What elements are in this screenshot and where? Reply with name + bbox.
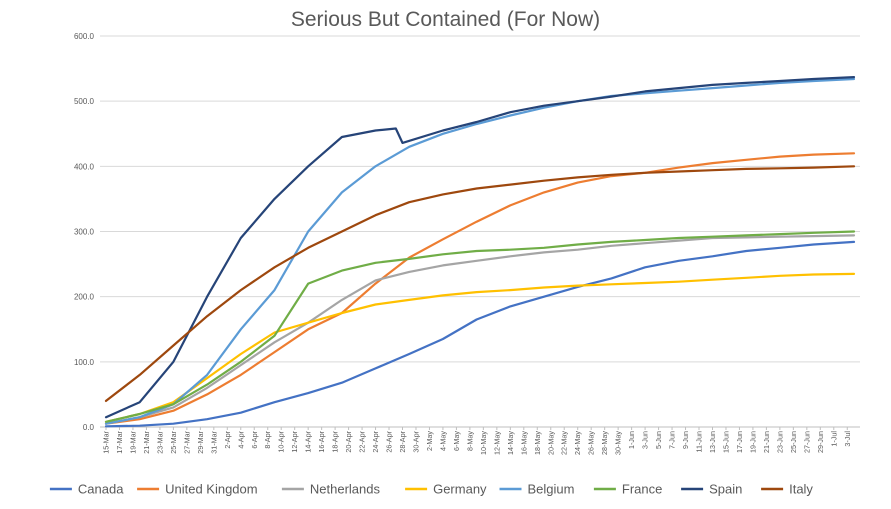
x-tick-label: 29-Mar bbox=[196, 430, 205, 453]
y-tick-label: 100.0 bbox=[74, 358, 95, 367]
x-tick-label: 13-Jun bbox=[708, 431, 717, 453]
x-tick-label: 7-Jun bbox=[668, 431, 677, 449]
legend-label-netherlands: Netherlands bbox=[310, 482, 381, 497]
x-tick-label: 27-Jun bbox=[802, 431, 811, 453]
series-line-canada bbox=[104, 240, 856, 428]
series-line-spain bbox=[104, 75, 856, 419]
x-tick-label: 11-Jun bbox=[695, 431, 704, 452]
x-tick-label: 26-May bbox=[587, 431, 596, 455]
chart-title: Serious But Contained (For Now) bbox=[290, 8, 601, 31]
y-tick-label: 600.0 bbox=[74, 32, 95, 41]
x-tick-label: 9-Jun bbox=[681, 431, 690, 449]
x-tick-label: 2-Apr bbox=[223, 430, 232, 448]
legend-label-canada: Canada bbox=[78, 482, 124, 497]
legend-label-france: France bbox=[622, 482, 662, 497]
x-tick-label: 27-Mar bbox=[182, 430, 191, 453]
x-tick-label: 10-May bbox=[479, 431, 488, 455]
x-tick-label: 14-Apr bbox=[304, 430, 313, 452]
x-tick-label: 28-May bbox=[600, 431, 609, 455]
series-line-netherlands bbox=[104, 234, 856, 425]
x-tick-label: 18-Apr bbox=[331, 430, 340, 452]
x-tick-label: 22-May bbox=[560, 431, 569, 455]
x-tick-label: 8-Apr bbox=[263, 430, 272, 448]
x-tick-label: 4-May bbox=[438, 431, 447, 451]
x-tick-label: 17-Mar bbox=[115, 430, 124, 453]
x-tick-label: 25-Mar bbox=[169, 430, 178, 453]
series-line-france bbox=[104, 230, 856, 423]
x-tick-label: 20-Apr bbox=[344, 430, 353, 452]
x-tick-label: 23-Jun bbox=[775, 431, 784, 453]
x-tick-label: 31-Mar bbox=[209, 430, 218, 453]
x-tick-label: 2-May bbox=[425, 431, 434, 451]
legend-label-belgium: Belgium bbox=[528, 482, 575, 497]
series-line-belgium bbox=[104, 77, 856, 425]
y-tick-label: 200.0 bbox=[74, 293, 95, 302]
legend-label-germany: Germany bbox=[433, 482, 487, 497]
series-line-germany bbox=[104, 272, 856, 423]
x-tick-label: 21-Mar bbox=[142, 430, 151, 453]
x-tick-label: 12-May bbox=[492, 431, 501, 455]
x-tick-label: 5-Jun bbox=[654, 431, 663, 449]
x-tick-label: 19-Jun bbox=[748, 431, 757, 453]
x-tick-label: 20-May bbox=[546, 431, 555, 455]
x-tick-label: 17-Jun bbox=[735, 431, 744, 453]
x-tick-label: 16-Apr bbox=[317, 430, 326, 452]
x-tick-label: 30-Apr bbox=[411, 430, 420, 452]
x-tick-label: 15-Jun bbox=[721, 431, 730, 453]
y-tick-label: 400.0 bbox=[74, 162, 95, 171]
x-tick-label: 4-Apr bbox=[236, 430, 245, 448]
x-tick-label: 12-Apr bbox=[290, 430, 299, 452]
x-tick-label: 6-Apr bbox=[250, 430, 259, 448]
x-tick-label: 14-May bbox=[506, 431, 515, 455]
x-tick-label: 6-May bbox=[452, 431, 461, 451]
x-tick-label: 24-May bbox=[573, 431, 582, 455]
x-tick-label: 25-Jun bbox=[789, 431, 798, 453]
y-tick-label: 0.0 bbox=[83, 423, 95, 432]
x-tick-label: 1-Jul bbox=[829, 431, 838, 447]
x-tick-label: 15-Mar bbox=[102, 430, 111, 453]
legend-label-italy: Italy bbox=[789, 482, 813, 497]
x-tick-label: 28-Apr bbox=[398, 430, 407, 452]
x-tick-label: 30-May bbox=[614, 431, 623, 455]
x-tick-label: 8-May bbox=[465, 431, 474, 451]
legend-label-spain: Spain bbox=[709, 482, 742, 497]
x-tick-label: 21-Jun bbox=[762, 431, 771, 453]
x-tick-label: 1-Jun bbox=[627, 431, 636, 449]
x-tick-label: 19-Mar bbox=[128, 430, 137, 453]
series-line-united-kingdom bbox=[104, 152, 856, 425]
y-tick-label: 500.0 bbox=[74, 97, 95, 106]
y-tick-label: 300.0 bbox=[74, 228, 95, 237]
legend-label-united-kingdom: United Kingdom bbox=[165, 482, 258, 497]
x-tick-label: 16-May bbox=[519, 431, 528, 455]
x-tick-label: 10-Apr bbox=[277, 430, 286, 452]
x-tick-label: 22-Apr bbox=[358, 430, 367, 452]
x-tick-label: 3-Jul bbox=[843, 431, 852, 447]
series-line-italy bbox=[104, 165, 856, 402]
x-tick-label: 26-Apr bbox=[385, 430, 394, 452]
x-tick-label: 23-Mar bbox=[155, 430, 164, 453]
x-tick-label: 24-Apr bbox=[371, 430, 380, 452]
x-tick-label: 3-Jun bbox=[641, 431, 650, 449]
x-tick-label: 29-Jun bbox=[816, 431, 825, 453]
x-tick-label: 18-May bbox=[533, 431, 542, 455]
